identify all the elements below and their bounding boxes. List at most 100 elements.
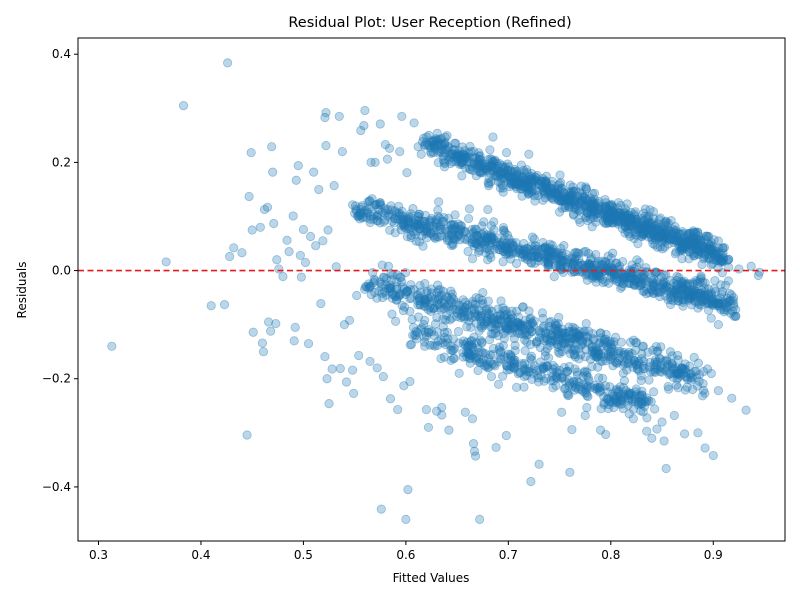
data-point	[660, 291, 671, 301]
data-point	[385, 394, 396, 404]
data-point	[451, 152, 461, 162]
data-point	[467, 162, 477, 172]
data-point	[669, 228, 680, 238]
data-point	[479, 163, 489, 174]
data-point	[606, 205, 616, 216]
data-point	[626, 213, 636, 223]
data-point	[596, 260, 607, 270]
data-point	[525, 188, 535, 198]
data-point	[370, 276, 380, 286]
data-point	[580, 410, 590, 421]
data-point	[585, 193, 595, 203]
data-point	[524, 245, 534, 255]
data-point	[716, 289, 727, 299]
data-point	[496, 240, 506, 250]
data-point	[469, 241, 479, 251]
data-point	[581, 318, 591, 329]
data-point	[575, 187, 585, 197]
data-point	[684, 234, 695, 244]
data-point	[574, 214, 584, 224]
data-point	[524, 189, 534, 199]
data-point	[579, 192, 589, 203]
data-point	[516, 319, 526, 329]
data-point	[557, 183, 567, 193]
data-point	[711, 255, 721, 265]
data-point	[415, 280, 425, 291]
data-point	[718, 243, 728, 253]
data-point	[465, 141, 475, 151]
data-point	[449, 144, 460, 155]
data-point	[459, 226, 469, 236]
data-point	[690, 286, 701, 296]
data-point	[632, 225, 642, 235]
data-point	[705, 250, 716, 260]
data-point	[704, 245, 714, 255]
data-point	[707, 247, 717, 257]
data-point	[393, 404, 403, 415]
data-point	[429, 232, 439, 242]
data-point	[587, 205, 597, 215]
data-point	[700, 286, 710, 297]
data-point	[352, 211, 363, 221]
data-point	[448, 304, 458, 314]
data-point	[699, 290, 710, 301]
data-point	[422, 226, 432, 236]
data-point	[691, 244, 701, 254]
data-point	[648, 345, 658, 356]
data-point	[662, 233, 672, 243]
data-point	[673, 234, 683, 244]
data-point	[646, 229, 656, 240]
data-point	[531, 250, 542, 260]
data-point	[692, 278, 702, 289]
data-point	[412, 226, 422, 236]
data-point	[565, 199, 575, 209]
data-point	[601, 209, 611, 220]
data-point	[497, 174, 507, 184]
data-point	[526, 249, 536, 259]
data-point	[551, 189, 561, 199]
data-point	[284, 247, 294, 257]
data-point	[534, 333, 544, 343]
data-point	[636, 223, 646, 233]
data-point	[491, 171, 501, 181]
data-point	[577, 335, 587, 346]
data-point	[521, 315, 531, 325]
data-point	[456, 221, 467, 231]
data-point	[648, 277, 658, 288]
data-point	[514, 169, 524, 179]
data-point	[669, 278, 679, 288]
data-point	[431, 134, 441, 144]
data-point	[665, 299, 676, 310]
data-point	[385, 225, 395, 235]
data-point	[649, 288, 659, 299]
data-point	[350, 201, 361, 211]
data-point	[633, 274, 643, 284]
data-point	[526, 252, 537, 262]
data-point	[397, 300, 407, 310]
data-point	[582, 262, 593, 272]
data-point	[496, 346, 506, 357]
data-point	[558, 255, 568, 265]
data-point	[615, 277, 625, 287]
data-point	[443, 143, 454, 153]
data-point	[320, 351, 330, 362]
data-point	[400, 267, 411, 278]
data-point	[728, 293, 739, 303]
data-point	[432, 141, 442, 151]
data-point	[653, 231, 663, 241]
data-point	[723, 276, 733, 286]
data-point	[460, 226, 470, 236]
data-point	[491, 442, 501, 453]
data-point	[523, 180, 533, 190]
data-point	[398, 306, 409, 316]
data-point	[405, 223, 415, 233]
data-point	[684, 229, 695, 239]
data-point	[469, 157, 480, 168]
data-point	[605, 214, 616, 224]
data-point	[642, 219, 653, 230]
data-point	[350, 208, 360, 218]
data-point	[436, 147, 446, 158]
data-point	[697, 248, 707, 258]
data-point	[551, 249, 561, 259]
data-point	[644, 375, 654, 385]
